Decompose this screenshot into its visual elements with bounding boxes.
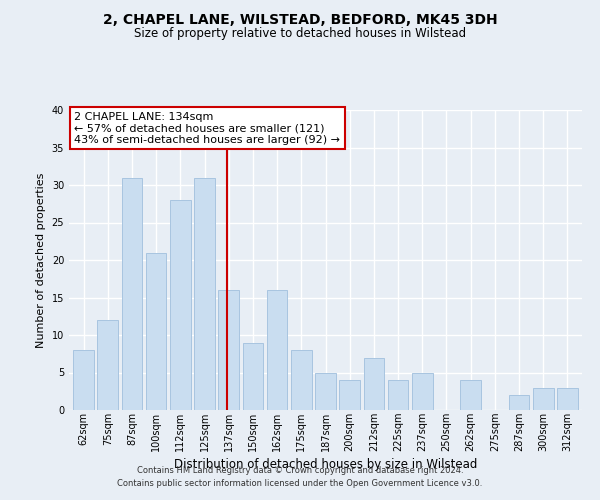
- Bar: [315, 372, 336, 410]
- Bar: [340, 380, 360, 410]
- Bar: [194, 178, 215, 410]
- Text: 2 CHAPEL LANE: 134sqm
← 57% of detached houses are smaller (121)
43% of semi-det: 2 CHAPEL LANE: 134sqm ← 57% of detached …: [74, 112, 340, 144]
- Bar: [412, 372, 433, 410]
- Text: 2, CHAPEL LANE, WILSTEAD, BEDFORD, MK45 3DH: 2, CHAPEL LANE, WILSTEAD, BEDFORD, MK45 …: [103, 12, 497, 26]
- Bar: [364, 358, 384, 410]
- Text: Size of property relative to detached houses in Wilstead: Size of property relative to detached ho…: [134, 28, 466, 40]
- Bar: [460, 380, 481, 410]
- Bar: [509, 395, 529, 410]
- Bar: [97, 320, 118, 410]
- Bar: [122, 178, 142, 410]
- Bar: [533, 388, 554, 410]
- Bar: [388, 380, 409, 410]
- Bar: [73, 350, 94, 410]
- Bar: [170, 200, 191, 410]
- Bar: [291, 350, 311, 410]
- Bar: [267, 290, 287, 410]
- Bar: [218, 290, 239, 410]
- Bar: [557, 388, 578, 410]
- Text: Contains HM Land Registry data © Crown copyright and database right 2024.
Contai: Contains HM Land Registry data © Crown c…: [118, 466, 482, 487]
- X-axis label: Distribution of detached houses by size in Wilstead: Distribution of detached houses by size …: [174, 458, 477, 471]
- Bar: [146, 252, 166, 410]
- Y-axis label: Number of detached properties: Number of detached properties: [36, 172, 46, 348]
- Bar: [242, 342, 263, 410]
